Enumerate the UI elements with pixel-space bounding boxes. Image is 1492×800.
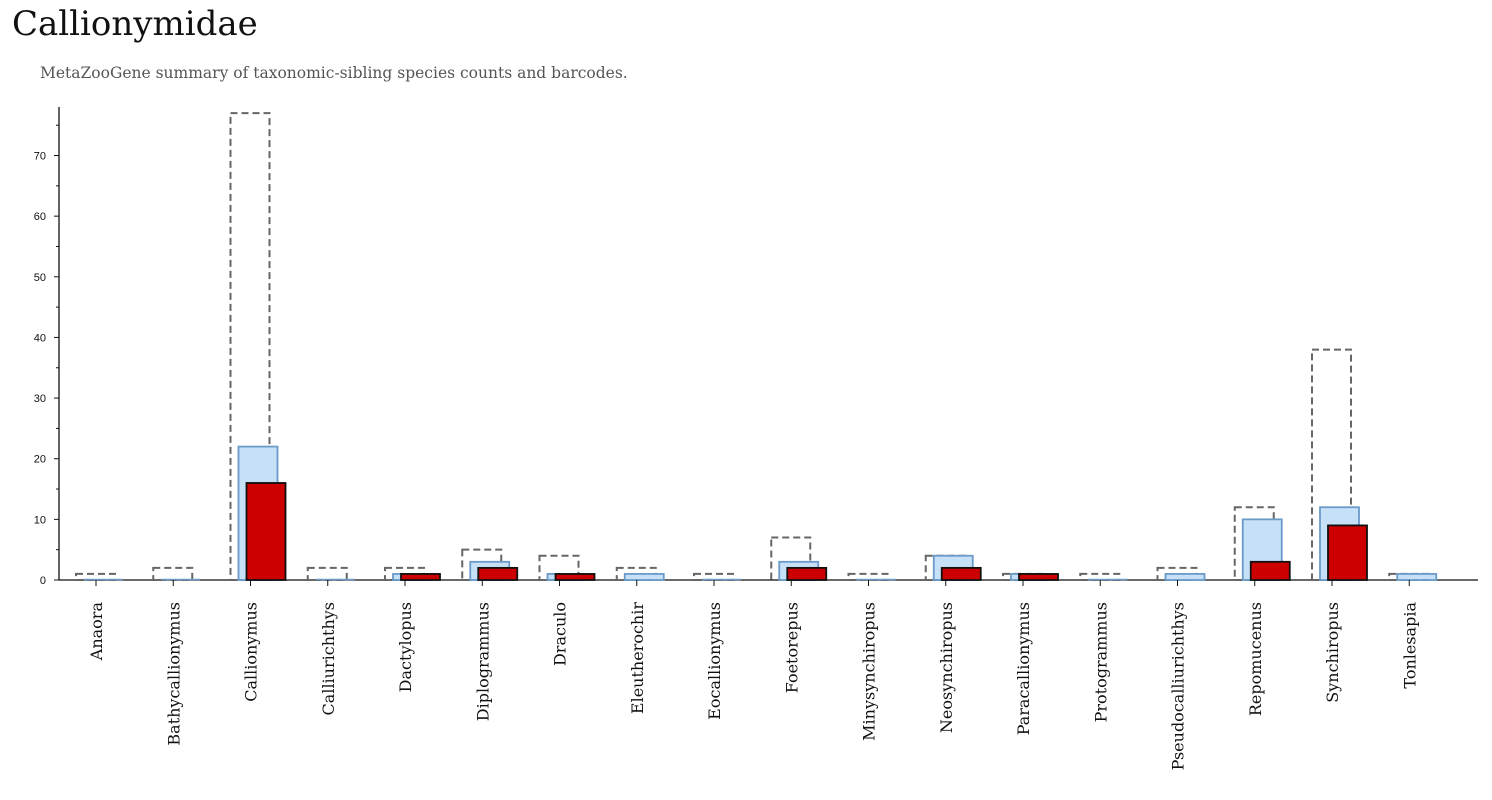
- x-tick-label: Protogrammus: [1091, 602, 1110, 722]
- x-tick-label: Anaora: [87, 602, 106, 662]
- x-tick-label: Bathycallionymus: [164, 602, 183, 746]
- bar-barcodes-diplogrammus: [477, 566, 519, 581]
- bar-total-calliurichthys: [306, 566, 348, 581]
- bar-barcodes-foetorepus: [786, 566, 828, 581]
- bar-total-repomucenus: [1233, 506, 1275, 582]
- x-tick-label: Neosynchiropus: [937, 602, 956, 733]
- x-tick-label: Calliurichthys: [319, 602, 338, 715]
- bar-total-bathycallionymus: [152, 566, 194, 581]
- x-tick-label: Foetorepus: [782, 602, 801, 693]
- bar-sequenced-eleutherochir: [623, 573, 665, 581]
- y-tick-label: 0: [40, 575, 46, 587]
- x-tick-label: Diplogrammus: [473, 602, 492, 721]
- x-tick-label: Dactylopus: [396, 602, 415, 692]
- y-tick-label: 20: [34, 454, 46, 466]
- x-tick-label: Pseudocalliurichthys: [1169, 602, 1188, 770]
- chart-title: Callionymidae: [12, 4, 258, 44]
- x-tick-label: Eocallionymus: [705, 602, 724, 720]
- y-tick-label: 60: [34, 211, 46, 223]
- bar-sequenced-tonlesapia: [1396, 573, 1438, 581]
- y-tick-label: 30: [34, 393, 46, 405]
- x-tick-label: Callionymus: [242, 602, 261, 702]
- chart-subtitle: MetaZooGene summary of taxonomic-sibling…: [40, 64, 628, 82]
- y-tick-label: 40: [34, 332, 46, 344]
- bar-barcodes-neosynchiropus: [940, 566, 982, 581]
- bar-barcodes-draculo: [554, 573, 596, 581]
- bar-barcodes-dactylopus: [400, 573, 441, 581]
- bar-barcodes-paracallionymus: [1018, 573, 1059, 581]
- x-tick-label: Tonlesapia: [1400, 602, 1419, 689]
- x-tick-label: Minysynchiropus: [860, 602, 879, 741]
- bar-barcodes-callionymus: [245, 482, 287, 581]
- x-tick-label: Synchiropus: [1323, 602, 1342, 703]
- y-tick-label: 10: [34, 514, 46, 526]
- x-tick-label: Eleutherochir: [628, 602, 647, 714]
- y-tick-label: 50: [34, 272, 46, 284]
- bar-barcodes-repomucenus: [1249, 560, 1291, 581]
- bar-sequenced-pseudocalliurichthys: [1164, 573, 1206, 581]
- x-tick-label: Repomucenus: [1246, 602, 1265, 716]
- bar-barcodes-synchiropus: [1327, 524, 1368, 581]
- x-tick-label: Draculo: [551, 602, 570, 666]
- y-tick-label: 70: [34, 151, 46, 163]
- x-tick-label: Paracallionymus: [1014, 602, 1033, 735]
